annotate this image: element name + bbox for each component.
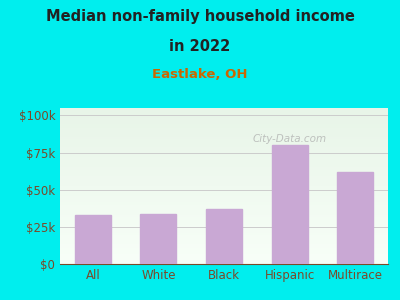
Bar <box>140 214 176 264</box>
Text: Median non-family household income: Median non-family household income <box>46 9 354 24</box>
Bar <box>75 215 111 264</box>
Text: Eastlake, OH: Eastlake, OH <box>152 68 248 80</box>
Bar <box>206 209 242 264</box>
Bar <box>272 145 308 264</box>
Text: in 2022: in 2022 <box>169 39 231 54</box>
Text: City-Data.com: City-Data.com <box>252 134 327 144</box>
Bar <box>337 172 373 264</box>
